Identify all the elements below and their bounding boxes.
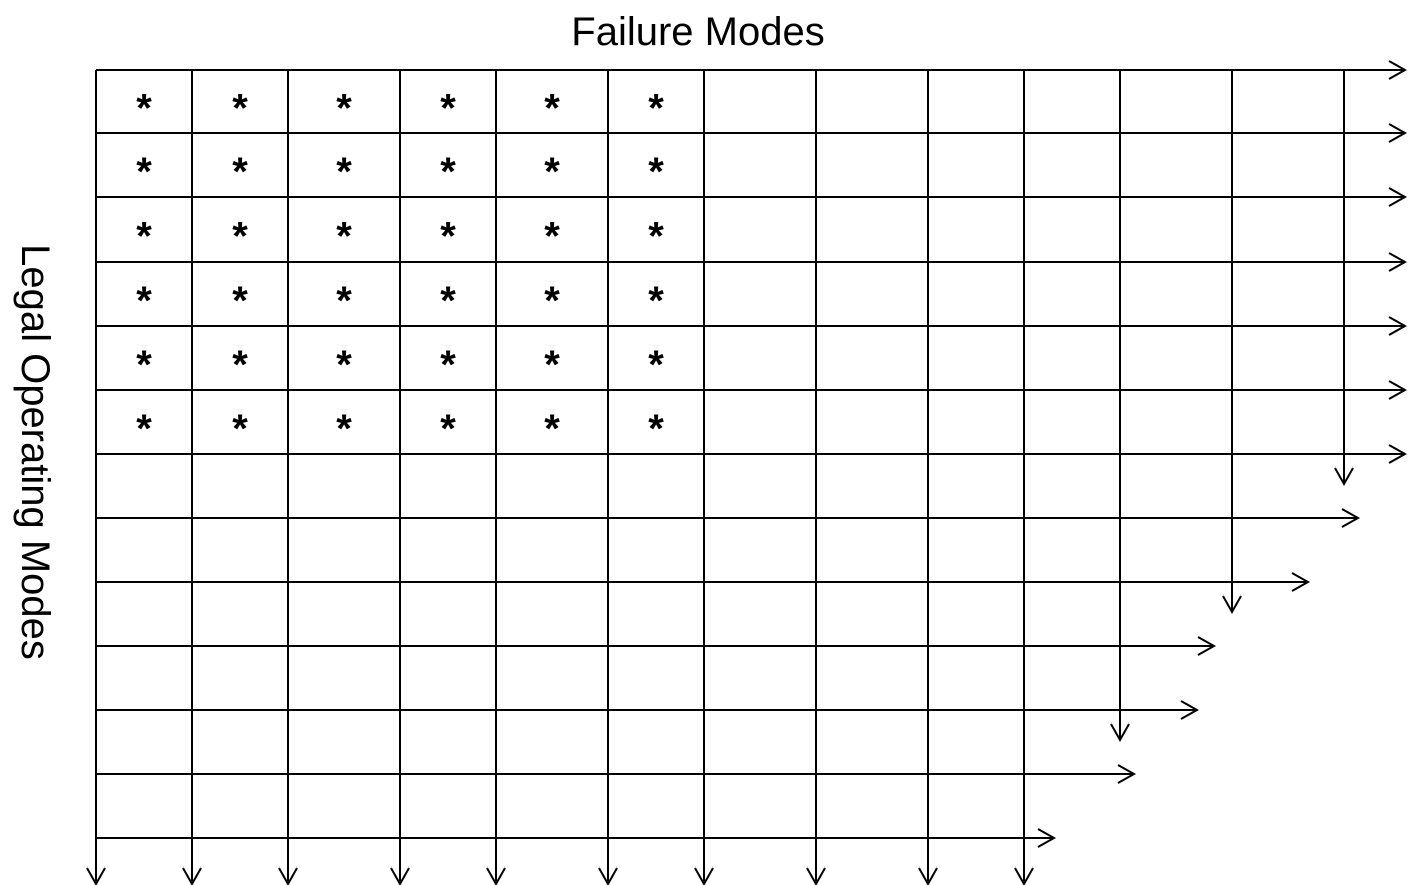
arrow-head <box>694 867 714 885</box>
cell-mark: * <box>232 279 248 323</box>
arrow-head <box>1014 867 1034 885</box>
arrow-head <box>1037 828 1057 848</box>
cell-mark: * <box>648 150 664 194</box>
cell-mark: * <box>544 343 560 387</box>
cell-mark: * <box>136 87 152 131</box>
cell-mark: * <box>136 150 152 194</box>
cell-mark: * <box>336 150 352 194</box>
cell-mark: * <box>544 407 560 451</box>
arrow-head <box>1388 123 1408 143</box>
title: Failure Modes <box>571 10 824 54</box>
cell-mark: * <box>544 279 560 323</box>
cell-mark: * <box>232 343 248 387</box>
arrow-head <box>1388 187 1408 207</box>
cell-mark: * <box>336 87 352 131</box>
arrow-head <box>1117 764 1137 784</box>
cell-mark: * <box>136 343 152 387</box>
arrow-head <box>1180 700 1200 720</box>
cell-mark: * <box>336 279 352 323</box>
cell-mark: * <box>136 279 152 323</box>
arrow-head <box>278 867 298 885</box>
arrow-head <box>1341 508 1361 528</box>
arrow-head <box>1222 595 1242 615</box>
cell-mark: * <box>648 279 664 323</box>
cell-mark: * <box>544 215 560 259</box>
cell-mark: * <box>232 150 248 194</box>
arrow-head <box>1334 467 1354 487</box>
cell-mark: * <box>136 407 152 451</box>
cell-mark: * <box>336 343 352 387</box>
arrow-head <box>918 867 938 885</box>
arrow-head <box>806 867 826 885</box>
cell-mark: * <box>136 215 152 259</box>
cell-mark: * <box>544 87 560 131</box>
arrow-head <box>1388 380 1408 400</box>
cell-mark: * <box>336 215 352 259</box>
arrow-head <box>390 867 410 885</box>
arrow-head <box>598 867 618 885</box>
arrow-head <box>86 867 106 885</box>
arrow-head <box>1197 636 1217 656</box>
cell-mark: * <box>648 87 664 131</box>
arrow-head <box>1388 444 1408 464</box>
cell-mark: * <box>440 343 456 387</box>
cell-mark: * <box>232 407 248 451</box>
arrow-head <box>1388 60 1408 80</box>
arrow-head <box>486 867 506 885</box>
cell-mark: * <box>336 407 352 451</box>
cell-mark: * <box>648 407 664 451</box>
arrow-head <box>1291 572 1311 592</box>
cell-mark: * <box>232 215 248 259</box>
cell-mark: * <box>232 87 248 131</box>
cell-mark: * <box>440 87 456 131</box>
arrow-head <box>1110 723 1130 743</box>
cell-mark: * <box>440 150 456 194</box>
cell-mark: * <box>440 407 456 451</box>
cell-mark: * <box>440 215 456 259</box>
cell-mark: * <box>648 215 664 259</box>
side-label: Legal Operating Modes <box>13 244 57 660</box>
arrow-head <box>1388 316 1408 336</box>
cell-mark: * <box>648 343 664 387</box>
cell-mark: * <box>440 279 456 323</box>
cell-mark: * <box>544 150 560 194</box>
arrow-head <box>1388 252 1408 272</box>
arrow-head <box>182 867 202 885</box>
